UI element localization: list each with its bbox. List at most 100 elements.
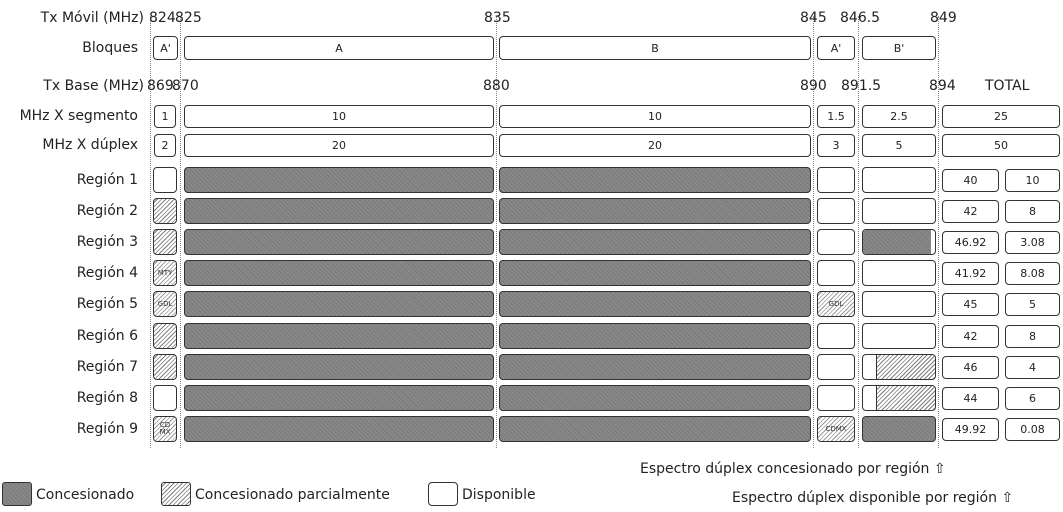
region-2-b-prime	[862, 198, 936, 224]
region-5-concesionado: 45	[942, 293, 999, 316]
freq-849: 849	[930, 10, 957, 26]
region-label: Región 6	[76, 328, 138, 344]
region-1-disponible: 10	[1005, 169, 1060, 192]
region-1-a	[184, 167, 494, 193]
region-9-a-prime-2: CDMX	[817, 416, 855, 442]
segmento-b-prime: 2.5	[862, 105, 936, 128]
duplex-a: 20	[184, 134, 494, 157]
duplex-a-prime-2: 3	[817, 134, 855, 157]
region-1-a-prime	[153, 167, 177, 193]
region-1-a-prime-2	[817, 167, 855, 193]
region-4-a	[184, 260, 494, 286]
region-2-a-prime-2	[817, 198, 855, 224]
region-7-b-prime	[862, 354, 936, 380]
region-8-b-prime-fill	[876, 386, 935, 410]
region-7-b	[499, 354, 811, 380]
duplex-a-prime-1: 2	[154, 134, 176, 157]
region-label: Región 2	[76, 203, 138, 219]
region-label: Región 7	[76, 359, 138, 375]
region-label: Región 1	[76, 172, 138, 188]
region-7-a	[184, 354, 494, 380]
freq-825: 825	[175, 10, 202, 26]
region-5-b-prime	[862, 291, 936, 317]
freq-835: 835	[484, 10, 511, 26]
region-1-b	[499, 167, 811, 193]
region-2-b	[499, 198, 811, 224]
region-4-a-prime-2	[817, 260, 855, 286]
region-5-a-prime-2: GDL	[817, 291, 855, 317]
mhz-segmento-label: MHz X segmento	[19, 108, 138, 124]
bloques-label: Bloques	[82, 40, 138, 56]
duplex-b: 20	[499, 134, 811, 157]
region-label: Región 5	[76, 296, 138, 312]
freq-869: 869	[147, 78, 174, 94]
region-9-disponible: 0.08	[1005, 418, 1060, 441]
block-a-prime-1: A'	[153, 36, 178, 60]
legend-disponible-label: Disponible	[462, 487, 536, 503]
block-a: A	[184, 36, 494, 60]
block-b-prime: B'	[862, 36, 936, 60]
region-label: Región 9	[76, 421, 138, 437]
legend-concesionado-swatch	[2, 482, 32, 506]
region-5-disponible: 5	[1005, 293, 1060, 316]
tx-base-label: Tx Base (MHz)	[43, 78, 144, 94]
region-8-disponible: 6	[1005, 387, 1060, 410]
region-6-disponible: 8	[1005, 325, 1060, 348]
region-8-a-prime	[153, 385, 177, 411]
region-3-a-prime	[153, 229, 177, 255]
legend-parcial-swatch	[161, 482, 191, 506]
region-8-a	[184, 385, 494, 411]
freq-894: 894	[929, 78, 956, 94]
region-1-concesionado: 40	[942, 169, 999, 192]
block-a-prime-2: A'	[817, 36, 855, 60]
region-8-b	[499, 385, 811, 411]
region-3-concesionado: 46.92	[942, 231, 999, 254]
legend-concesionado-label: Concesionado	[36, 487, 135, 503]
divider-835	[496, 16, 497, 448]
divider-824	[150, 16, 151, 448]
segmento-total: 25	[942, 105, 1060, 128]
divider-825	[180, 16, 181, 448]
legend-disponible-swatch	[428, 482, 458, 506]
tx-movil-label: Tx Móvil (MHz)	[40, 10, 144, 26]
region-5-b	[499, 291, 811, 317]
region-9-b	[499, 416, 811, 442]
disponible-por-region-note: Espectro dúplex disponible por región ⇧	[732, 490, 1014, 506]
region-label: Región 4	[76, 265, 138, 281]
freq-870: 870	[172, 78, 199, 94]
region-8-b-prime	[862, 385, 936, 411]
region-4-disponible: 8.08	[1005, 262, 1060, 285]
freq-890: 890	[800, 78, 827, 94]
region-4-concesionado: 41.92	[942, 262, 999, 285]
region-6-a	[184, 323, 494, 349]
segmento-a-prime-2: 1.5	[817, 105, 855, 128]
region-5-a	[184, 291, 494, 317]
segmento-a-prime-1: 1	[154, 105, 176, 128]
region-9-b-prime	[862, 416, 936, 442]
region-4-b-prime	[862, 260, 936, 286]
freq-880: 880	[483, 78, 510, 94]
region-4-b	[499, 260, 811, 286]
region-7-a-prime	[153, 354, 177, 380]
region-2-disponible: 8	[1005, 200, 1060, 223]
freq-8915: 891.5	[841, 78, 882, 94]
region-2-a	[184, 198, 494, 224]
duplex-b-prime: 5	[862, 134, 936, 157]
region-8-a-prime-2	[817, 385, 855, 411]
region-4-a-prime: MTY	[153, 260, 177, 286]
region-6-b	[499, 323, 811, 349]
region-6-concesionado: 42	[942, 325, 999, 348]
segmento-b: 10	[499, 105, 811, 128]
region-3-b-prime	[862, 229, 936, 255]
region-7-b-prime-fill	[876, 355, 935, 379]
region-1-b-prime	[862, 167, 936, 193]
divider-849	[938, 16, 939, 448]
block-b: B	[499, 36, 811, 60]
region-8-concesionado: 44	[942, 387, 999, 410]
region-5-a-prime: GDL	[153, 291, 177, 317]
concesionado-por-region-note: Espectro dúplex concesionado por región …	[640, 461, 946, 477]
divider-8465	[858, 16, 859, 448]
freq-824: 824	[149, 10, 176, 26]
region-7-concesionado: 46	[942, 356, 999, 379]
region-7-a-prime-2	[817, 354, 855, 380]
